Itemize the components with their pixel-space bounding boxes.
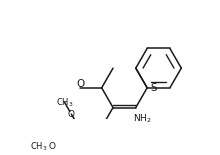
Text: CH$_3$: CH$_3$ — [56, 96, 73, 108]
Text: O: O — [49, 142, 56, 151]
Text: NH$_2$: NH$_2$ — [133, 113, 152, 125]
Text: O: O — [76, 79, 84, 89]
Text: S: S — [150, 83, 157, 93]
Text: CH$_3$: CH$_3$ — [30, 141, 48, 153]
Text: O: O — [68, 110, 75, 119]
